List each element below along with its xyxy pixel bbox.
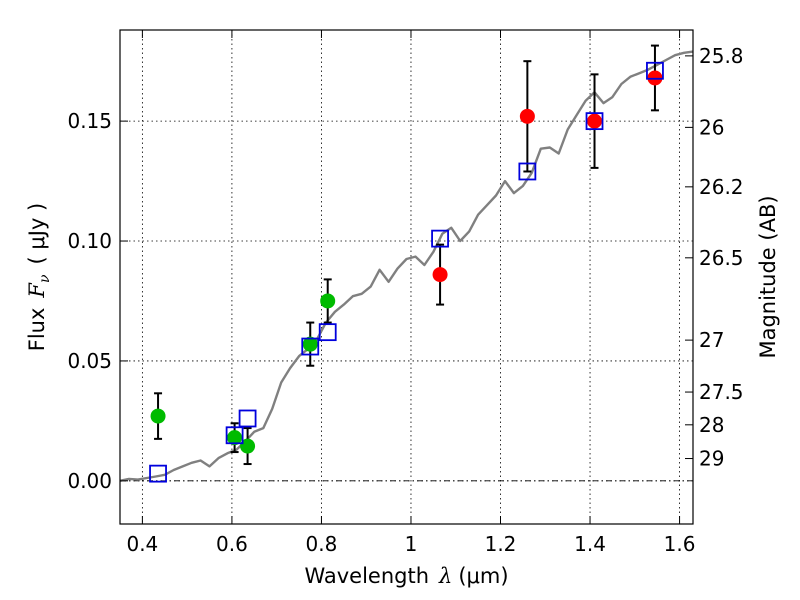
infrared-point <box>587 113 603 129</box>
x-tick-label: 1 <box>405 532 418 556</box>
y-axis-flux-symbol: F <box>25 282 49 299</box>
infrared-point <box>519 108 535 124</box>
x-axis-title-text: Wavelength <box>304 564 429 588</box>
magnitude-tick-label: 25.8 <box>699 44 744 68</box>
optical-point <box>320 293 336 309</box>
x-axis-lambda-symbol: λ <box>438 564 452 588</box>
ticks-layer: 0.4 0.6 0.8 1 1.2 1.4 1.6 0.00 0.05 0.10 0.15 25.8 2… <box>67 30 744 556</box>
right-axis-title: Magnitude (AB) <box>756 195 780 358</box>
y-tick-label: 0.15 <box>67 109 112 133</box>
x-tick-label: 1.2 <box>485 532 517 556</box>
x-axis-unit: (μm) <box>458 564 508 588</box>
grid-layer <box>120 30 693 524</box>
x-tick-label: 0.4 <box>126 532 158 556</box>
y-axis-title: Flux Fν ( μJy ) <box>25 203 53 351</box>
x-tick-label: 1.4 <box>574 532 606 556</box>
model-photometry-square <box>301 337 320 356</box>
model-photometry-square <box>225 426 244 445</box>
x-tick-label: 0.6 <box>216 532 248 556</box>
y-axis-nu-subscript: ν <box>37 274 53 283</box>
model-photometry-square <box>646 61 664 80</box>
y-tick-label: 0.05 <box>67 349 112 373</box>
magnitude-tick-label: 26.2 <box>699 175 744 199</box>
optical-point <box>240 438 256 454</box>
magnitude-tick-label: 27 <box>699 328 724 352</box>
model-photometry-square <box>318 323 337 342</box>
plot-frame <box>119 29 694 525</box>
optical-point <box>302 336 318 352</box>
magnitude-tick-label: 29 <box>699 447 724 471</box>
y-tick-label: 0.10 <box>67 229 112 253</box>
model-photometry-square <box>149 464 167 483</box>
model-photometry-square <box>238 409 257 428</box>
model-photometry-square <box>518 162 537 181</box>
optical-point <box>150 408 166 424</box>
infrared-point <box>432 267 448 283</box>
x-tick-label: 1.6 <box>664 532 696 556</box>
model-spectrum-layer <box>119 50 694 482</box>
model-spectrum-line <box>119 50 694 482</box>
magnitude-tick-label: 27.5 <box>699 380 744 404</box>
optical-point <box>227 430 243 446</box>
magnitude-tick-label: 26.5 <box>699 246 744 270</box>
y-axis-title-text: Flux <box>25 308 49 352</box>
y-axis-unit: ( μJy ) <box>25 203 49 265</box>
x-tick-label: 0.8 <box>306 532 338 556</box>
data-points-layer <box>149 44 664 483</box>
x-axis-title: Wavelength λ (μm) <box>304 564 508 588</box>
model-photometry-square <box>431 229 449 248</box>
magnitude-tick-label: 28 <box>699 413 724 437</box>
magnitude-tick-label: 26 <box>699 115 724 139</box>
y-tick-label: 0.00 <box>67 469 112 493</box>
model-photometry-square <box>585 112 604 131</box>
